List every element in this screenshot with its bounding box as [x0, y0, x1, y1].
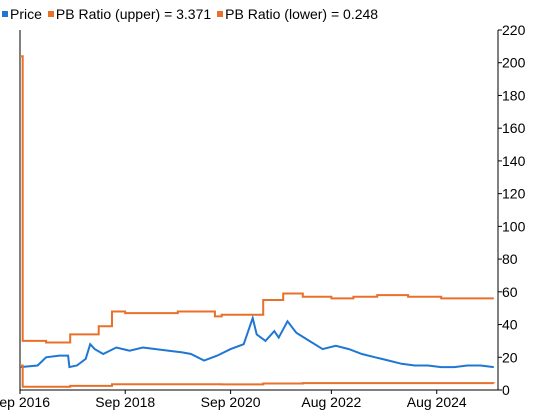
series-line-2	[20, 364, 495, 388]
legend-label-price: Price	[10, 6, 42, 22]
legend-swatch-price	[2, 11, 8, 17]
x-tick-label: Sep 2016	[0, 394, 50, 410]
legend-swatch-pb-lower	[217, 11, 224, 17]
legend-label-pb-upper: PB Ratio (upper) = 3.371	[55, 6, 212, 22]
y-tick-label: 60	[502, 284, 518, 300]
legend-item-pb-upper: PB Ratio (upper) = 3.371	[46, 6, 211, 22]
y-tick-label: 200	[502, 55, 526, 71]
series-layer	[19, 55, 495, 388]
axes-layer: 0 20 40 60 80 100 120 140 160 180 200 220 Sep 2016 Se…	[0, 22, 526, 410]
y-tick-label: 20	[502, 349, 518, 365]
legend-item-price: Price	[0, 6, 42, 22]
y-tick-label: 140	[502, 153, 526, 169]
legend-swatch-pb-upper	[47, 11, 54, 17]
series-line-1	[20, 55, 494, 344]
y-tick-label: 80	[502, 251, 518, 267]
legend-item-pb-lower: PB Ratio (lower) = 0.248	[215, 6, 378, 22]
series-line-0	[19, 314, 494, 369]
x-tick-label: Sep 2018	[95, 394, 155, 410]
x-tick-label: Aug 2022	[301, 394, 361, 410]
chart-legend: Price PB Ratio (upper) = 3.371 PB Ratio …	[0, 4, 382, 24]
y-tick-label: 220	[502, 22, 526, 38]
x-tick-label: Aug 2024	[407, 394, 467, 410]
y-tick-label: 40	[502, 317, 518, 333]
y-tick-label: 180	[502, 87, 526, 103]
y-tick-label: 100	[502, 218, 526, 234]
x-tick-label: Sep 2020	[201, 394, 261, 410]
y-tick-label: 120	[502, 186, 526, 202]
legend-label-pb-lower: PB Ratio (lower) = 0.248	[225, 6, 379, 22]
y-tick-label: 160	[502, 120, 526, 136]
y-tick-label: 0	[502, 382, 510, 398]
